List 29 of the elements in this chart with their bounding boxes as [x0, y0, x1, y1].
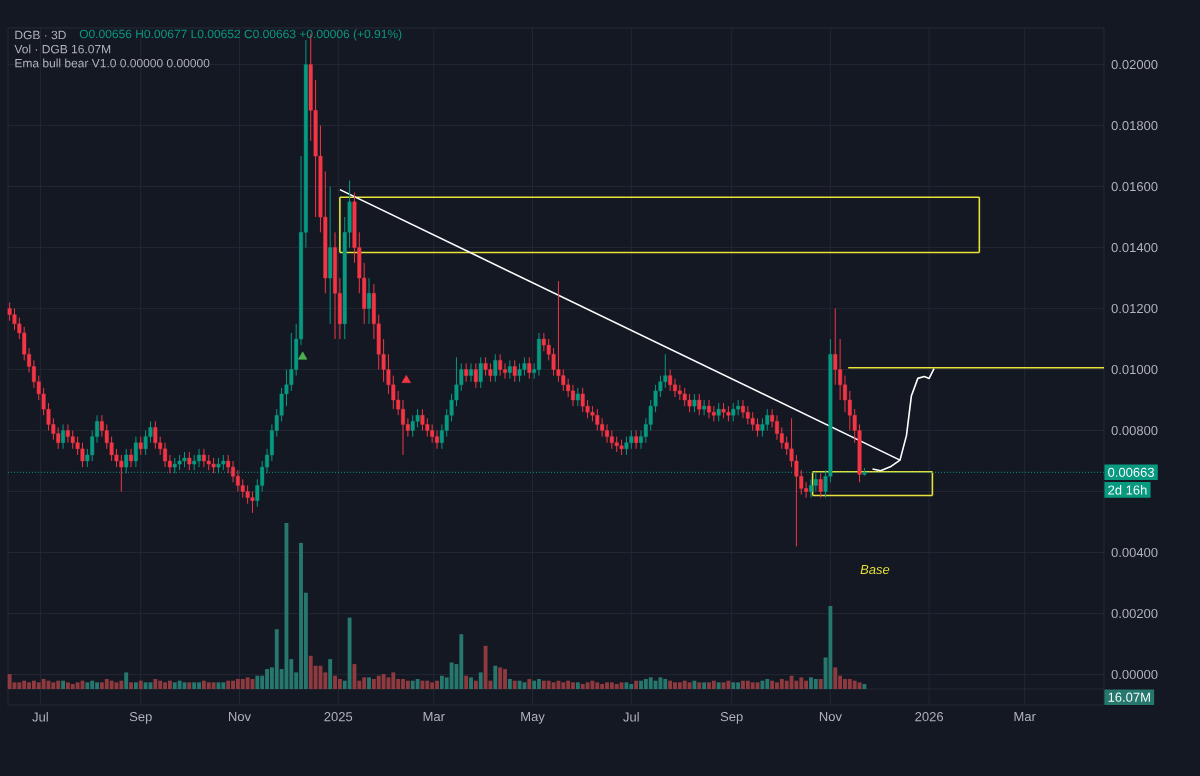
x-tick-label: 2025 — [324, 712, 353, 722]
x-tick-label: May — [521, 712, 545, 724]
y-tick-label: 0.02000 — [1111, 59, 1158, 70]
y-tick-label: 0.00200 — [1111, 608, 1158, 619]
ref-line-label: 0.00663 — [1108, 467, 1154, 477]
x-tick-label: 2026 — [915, 712, 944, 722]
y-tick-label: 0.00000 — [1111, 669, 1158, 680]
x-tick-label: Nov — [229, 712, 252, 722]
x-tick-label: Sep — [129, 712, 152, 724]
text: 16.07M — [1108, 692, 1150, 702]
y-tick-label: 0.01000 — [1111, 364, 1158, 375]
chart-title: DGB · 3D — [15, 30, 66, 40]
x-tick-label: Jul — [623, 712, 639, 722]
chart-title: Vol · DGB 16.07M — [14, 44, 111, 54]
annotation: Ema bull bear V1.0 0.00000 0.00000 — [15, 58, 210, 68]
y-tick-label: 0.01400 — [1111, 242, 1158, 253]
y-tick-label: 0.01200 — [1111, 303, 1158, 314]
y-tick-label: 0.01600 — [1111, 181, 1158, 192]
chart-subtitle: O0.00656 H0.00677 L0.00652 C0.00663 +0.00006 (+0.91%) — [79, 29, 402, 41]
x-tick-label: Nov — [819, 712, 842, 722]
y-tick-label: 0.01800 — [1111, 120, 1158, 131]
x-tick-label: Mar — [1014, 712, 1036, 722]
x-tick-label: Jul — [32, 712, 48, 722]
x-tick-label: Sep — [720, 712, 743, 724]
x-tick-label: Mar — [423, 712, 445, 722]
y-tick-label: 0.00800 — [1111, 425, 1158, 436]
annotation: Base — [860, 565, 890, 575]
y-tick-label: 0.00400 — [1111, 547, 1158, 558]
text: 2d 16h — [1108, 485, 1147, 495]
